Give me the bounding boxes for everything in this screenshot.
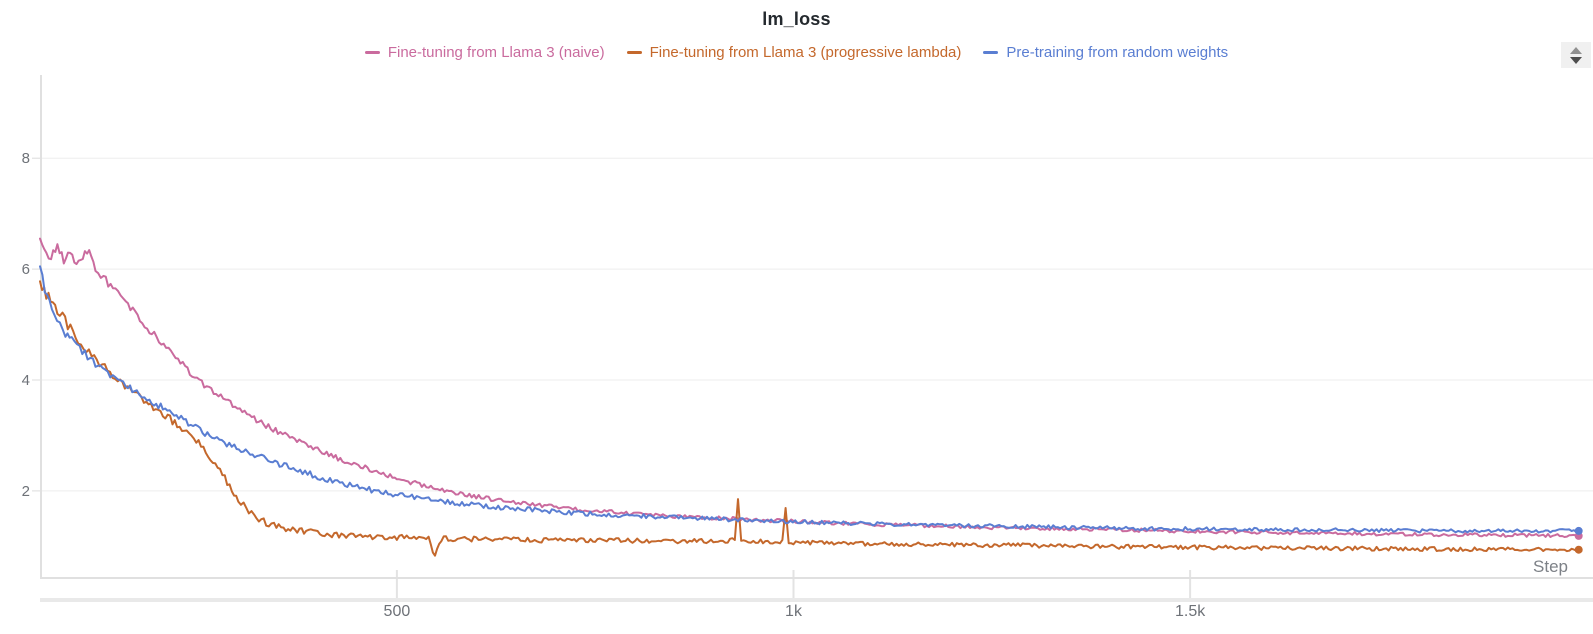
svg-text:4: 4 [22,372,30,389]
up-triangle-icon [1570,46,1582,54]
x-axis-title: Step [1533,557,1568,576]
legend-item-progressive-lambda[interactable]: Fine-tuning from Llama 3 (progressive la… [626,44,962,61]
legend-item-naive[interactable]: Fine-tuning from Llama 3 (naive) [364,44,605,61]
legend-dash-icon [626,51,642,54]
legend-dash-icon [983,51,999,54]
svg-text:8: 8 [22,150,30,167]
legend-dash-icon [364,51,380,54]
svg-text:1.5k: 1.5k [1175,603,1206,620]
legend-label: Fine-tuning from Llama 3 (naive) [387,44,605,61]
svg-text:6: 6 [22,261,30,278]
legend-item-pretraining[interactable]: Pre-training from random weights [983,44,1228,61]
down-triangle-icon [1570,56,1582,64]
svg-text:500: 500 [384,603,411,620]
svg-text:2: 2 [22,483,30,500]
legend-label: Fine-tuning from Llama 3 (progressive la… [649,44,962,61]
legend-label: Pre-training from random weights [1006,44,1229,61]
chart-title: lm_loss [762,9,831,29]
svg-text:1k: 1k [785,603,803,620]
panel-stepper-control[interactable] [1561,42,1591,68]
chart-legend: Fine-tuning from Llama 3 (naive) Fine-tu… [0,44,1593,61]
loss-chart-canvas[interactable]: 2 4 6 8 500 1k 1.5k [0,70,1593,634]
